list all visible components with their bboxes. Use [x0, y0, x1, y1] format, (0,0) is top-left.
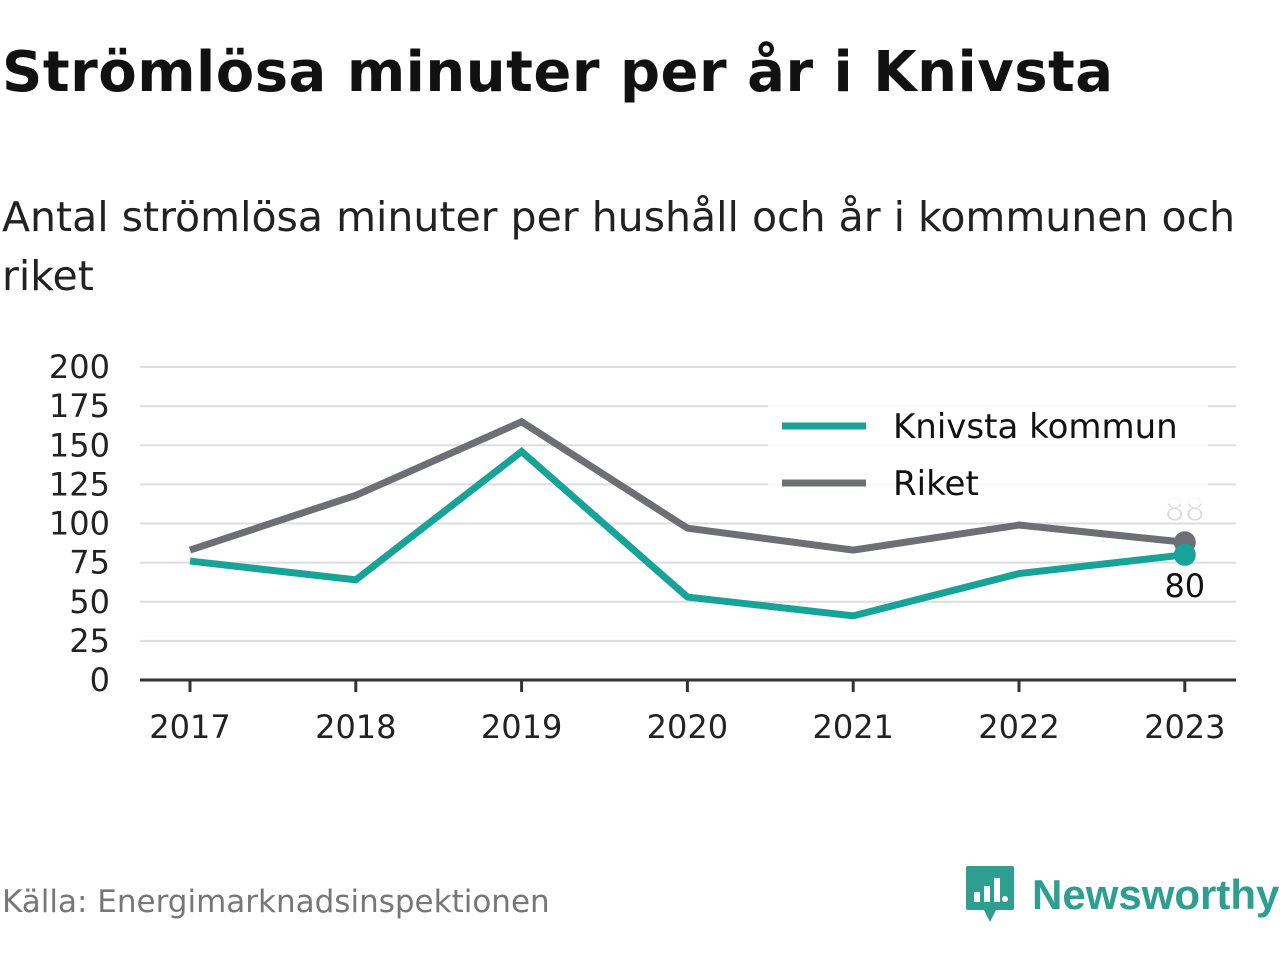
- chart-subtitle: Antal strömlösa minuter per hushåll och …: [2, 193, 1236, 300]
- x-tick-label: 2018: [315, 708, 396, 746]
- y-tick-label: 200: [49, 348, 110, 386]
- x-tick-label: 2022: [978, 708, 1059, 746]
- y-tick-label: 75: [69, 544, 110, 582]
- brand-logo[interactable]: Newsworthy: [964, 864, 1279, 926]
- y-tick-label: 100: [49, 505, 110, 543]
- x-tick-label: 2020: [647, 708, 728, 746]
- legend-box: [768, 402, 1208, 504]
- newsworthy-logo-icon: [966, 866, 1014, 922]
- x-tick-label: 2023: [1144, 708, 1225, 746]
- source-note: Källa: Energimarknadsinspektionen: [2, 884, 550, 920]
- brand-name: Newsworthy: [1032, 871, 1280, 918]
- x-tick-label: 2017: [149, 708, 230, 746]
- y-tick-label: 175: [49, 387, 110, 425]
- y-tick-label: 150: [49, 426, 110, 464]
- legend-label: Knivsta kommun: [893, 407, 1178, 447]
- y-tick-label: 50: [69, 583, 110, 621]
- legend-label: Riket: [893, 464, 979, 504]
- y-tick-label: 25: [69, 622, 110, 660]
- y-tick-label: 0: [90, 661, 110, 699]
- end-point-knivsta-kommun: [1173, 543, 1196, 566]
- x-tick-label: 2019: [481, 708, 562, 746]
- chart-title: Strömlösa minuter per år i Knivsta: [2, 40, 1114, 105]
- end-value-label: 80: [1164, 567, 1205, 605]
- x-tick-label: 2021: [812, 708, 893, 746]
- series-line-knivsta-kommun: [189, 446, 1186, 620]
- series-line-riket: [188, 417, 1186, 554]
- y-tick-label: 125: [49, 465, 110, 503]
